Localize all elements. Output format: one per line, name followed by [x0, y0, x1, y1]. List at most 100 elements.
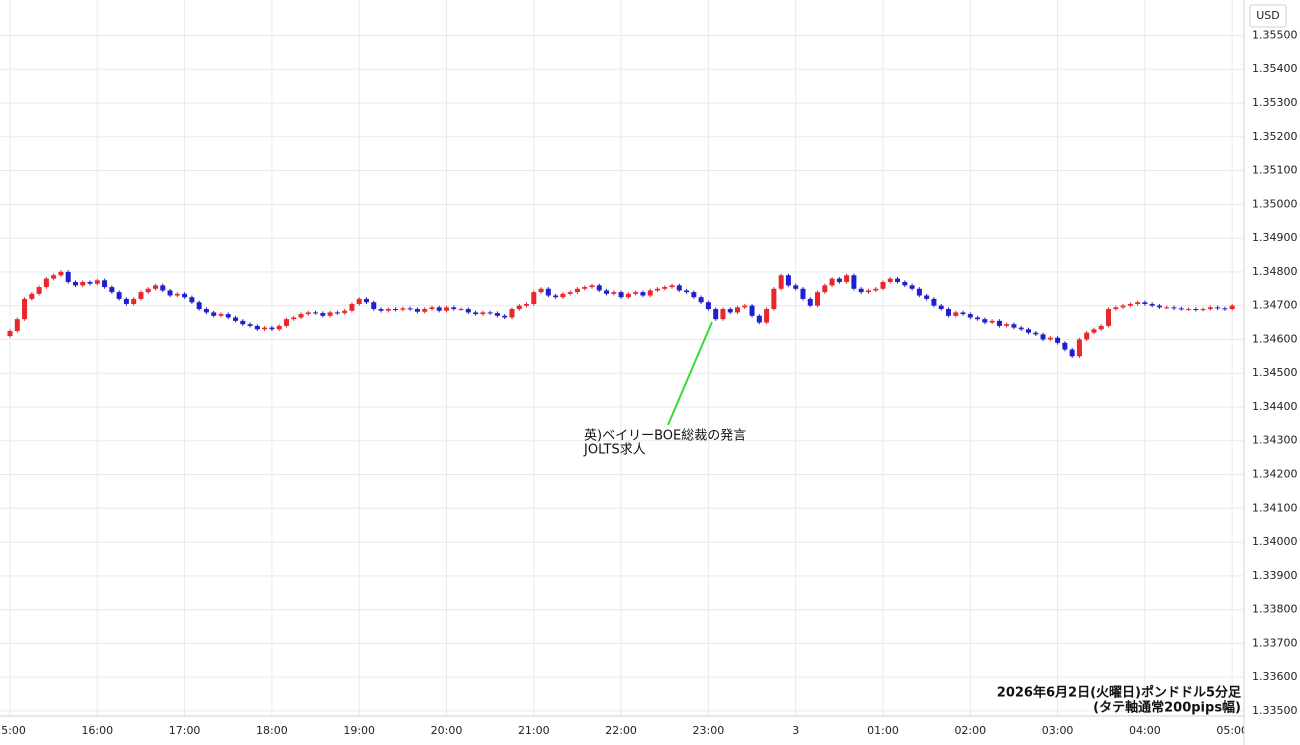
candle-body [334, 312, 340, 314]
candle-body [909, 285, 915, 289]
candle-body [1142, 302, 1148, 304]
y-tick-label: 1.33800 [1252, 603, 1298, 616]
candle-body [29, 293, 35, 299]
candle-body [771, 288, 777, 310]
y-tick-label: 1.33500 [1252, 704, 1298, 717]
candle-body [967, 314, 973, 318]
candle-body [567, 292, 573, 294]
x-tick-label: 03:00 [1042, 724, 1074, 737]
candle-body [502, 315, 508, 318]
candle-body [1171, 307, 1177, 309]
candle-body [305, 312, 311, 315]
candle-body [516, 305, 522, 310]
candle-body [749, 305, 755, 316]
x-tick-label: 3 [792, 724, 799, 737]
candle-body [1215, 307, 1221, 309]
candle-body [509, 309, 515, 318]
candle-body [87, 282, 93, 284]
candle-body [458, 309, 464, 311]
candle-body [1135, 302, 1141, 304]
candle-body [553, 295, 559, 298]
candle-body [94, 280, 100, 284]
candle-body [858, 288, 864, 293]
y-tick-label: 1.35100 [1252, 164, 1298, 177]
x-tick-label: 05:00 [1216, 724, 1248, 737]
candle-body [218, 314, 224, 316]
y-tick-label: 1.35500 [1252, 28, 1298, 41]
candle-body [945, 309, 951, 316]
candle-body [960, 312, 966, 315]
y-tick-label: 1.34600 [1252, 332, 1298, 345]
candle-body [211, 312, 217, 316]
candle-body [669, 285, 675, 288]
candle-body [1127, 303, 1133, 306]
candle-body [880, 282, 886, 289]
candle-body [436, 307, 442, 311]
y-tick-label: 1.34900 [1252, 231, 1298, 244]
x-tick-label: 20:00 [431, 724, 463, 737]
candle-body [72, 282, 78, 286]
candle-body [1076, 339, 1082, 357]
candle-body [327, 312, 333, 316]
candle-body [560, 293, 566, 298]
x-tick-label: 02:00 [954, 724, 986, 737]
candle-body [735, 307, 740, 313]
y-tick-label: 1.35000 [1252, 197, 1298, 210]
plot-area: 15:00 16:00 17:00 18:00 19:00 20:00 21:00 22:00… [0, 0, 1248, 737]
candle-body [742, 305, 748, 308]
candle-body [1200, 309, 1206, 311]
candle-body [1229, 305, 1235, 310]
candle-body [647, 290, 653, 296]
candle-body [691, 292, 697, 298]
currency-label: USD [1256, 9, 1280, 22]
candle-body [131, 298, 137, 304]
candle-body [1106, 309, 1112, 326]
candle-body [407, 308, 413, 310]
candle-body [720, 309, 726, 320]
candle-body [574, 288, 580, 293]
candle-body [633, 292, 639, 294]
candle-body [1222, 308, 1228, 310]
caption: 2026年6月2日(火曜日)ポンドドル5分足 [997, 685, 1242, 701]
candle-body [836, 278, 842, 283]
candle-body [102, 280, 108, 288]
candle-body [363, 298, 369, 303]
axis-labels: 1.35500 1.35400 1.35300 1.35200 1.35100 1.350… [1252, 28, 1298, 716]
candle-body [611, 292, 617, 294]
candle-body [473, 312, 479, 315]
candle-body [1091, 329, 1097, 333]
y-tick-label: 1.35200 [1252, 130, 1298, 143]
candle-body [604, 290, 610, 294]
candle-body [756, 315, 762, 323]
candle-body [356, 298, 362, 304]
y-tick-label: 1.35400 [1252, 62, 1298, 75]
candle-body [538, 288, 544, 293]
candle-body [640, 292, 646, 296]
candle-body [953, 312, 959, 316]
y-tick-label: 1.33900 [1252, 569, 1298, 582]
candle-body [1069, 349, 1075, 357]
candle-body [109, 287, 115, 293]
candle-body [996, 320, 1002, 326]
candle-body [1004, 324, 1010, 326]
candle-body [240, 320, 246, 325]
candle-body [807, 298, 813, 306]
candle-body [298, 314, 304, 318]
x-tick-label: 15:00 [0, 724, 26, 737]
candle-body [320, 313, 326, 316]
currency-box [1249, 4, 1287, 28]
y-tick-label: 1.34800 [1252, 265, 1298, 278]
candle-body [582, 287, 588, 289]
candle-body [400, 308, 406, 310]
candle-body [14, 319, 20, 331]
candle-body [1120, 305, 1126, 308]
annotation-text: 英)ベイリーBOE総裁の発言 [584, 428, 746, 444]
candle-body [800, 288, 806, 299]
candle-body [851, 275, 857, 289]
candle-body [225, 314, 231, 318]
candle-body [916, 288, 922, 296]
candle-body [123, 298, 129, 304]
x-tick-label: 19:00 [343, 724, 375, 737]
candle-body [778, 275, 784, 289]
